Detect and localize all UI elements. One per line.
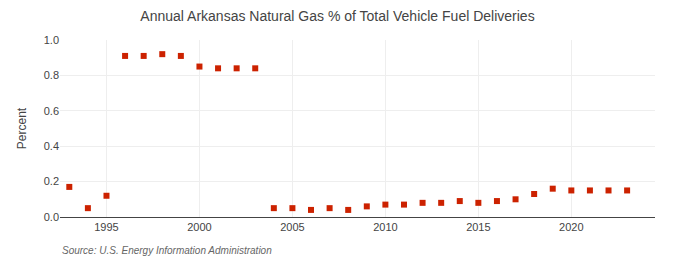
svg-text:2000: 2000 bbox=[187, 221, 211, 233]
svg-text:Percent: Percent bbox=[15, 107, 29, 149]
svg-text:1.0: 1.0 bbox=[44, 34, 59, 46]
svg-text:2010: 2010 bbox=[373, 221, 397, 233]
svg-text:Annual Arkansas Natural Gas %: Annual Arkansas Natural Gas % of Total V… bbox=[140, 8, 534, 24]
svg-text:2015: 2015 bbox=[466, 221, 490, 233]
svg-text:0.2: 0.2 bbox=[44, 175, 59, 187]
svg-text:2005: 2005 bbox=[280, 221, 304, 233]
svg-text:0.8: 0.8 bbox=[44, 69, 59, 81]
svg-text:0.6: 0.6 bbox=[44, 105, 59, 117]
svg-text:0.0: 0.0 bbox=[44, 211, 59, 223]
svg-text:0.4: 0.4 bbox=[44, 140, 59, 152]
svg-text:Source: U.S. Energy Informatio: Source: U.S. Energy Information Administ… bbox=[62, 245, 272, 256]
svg-text:1995: 1995 bbox=[94, 221, 118, 233]
svg-text:2020: 2020 bbox=[559, 221, 583, 233]
